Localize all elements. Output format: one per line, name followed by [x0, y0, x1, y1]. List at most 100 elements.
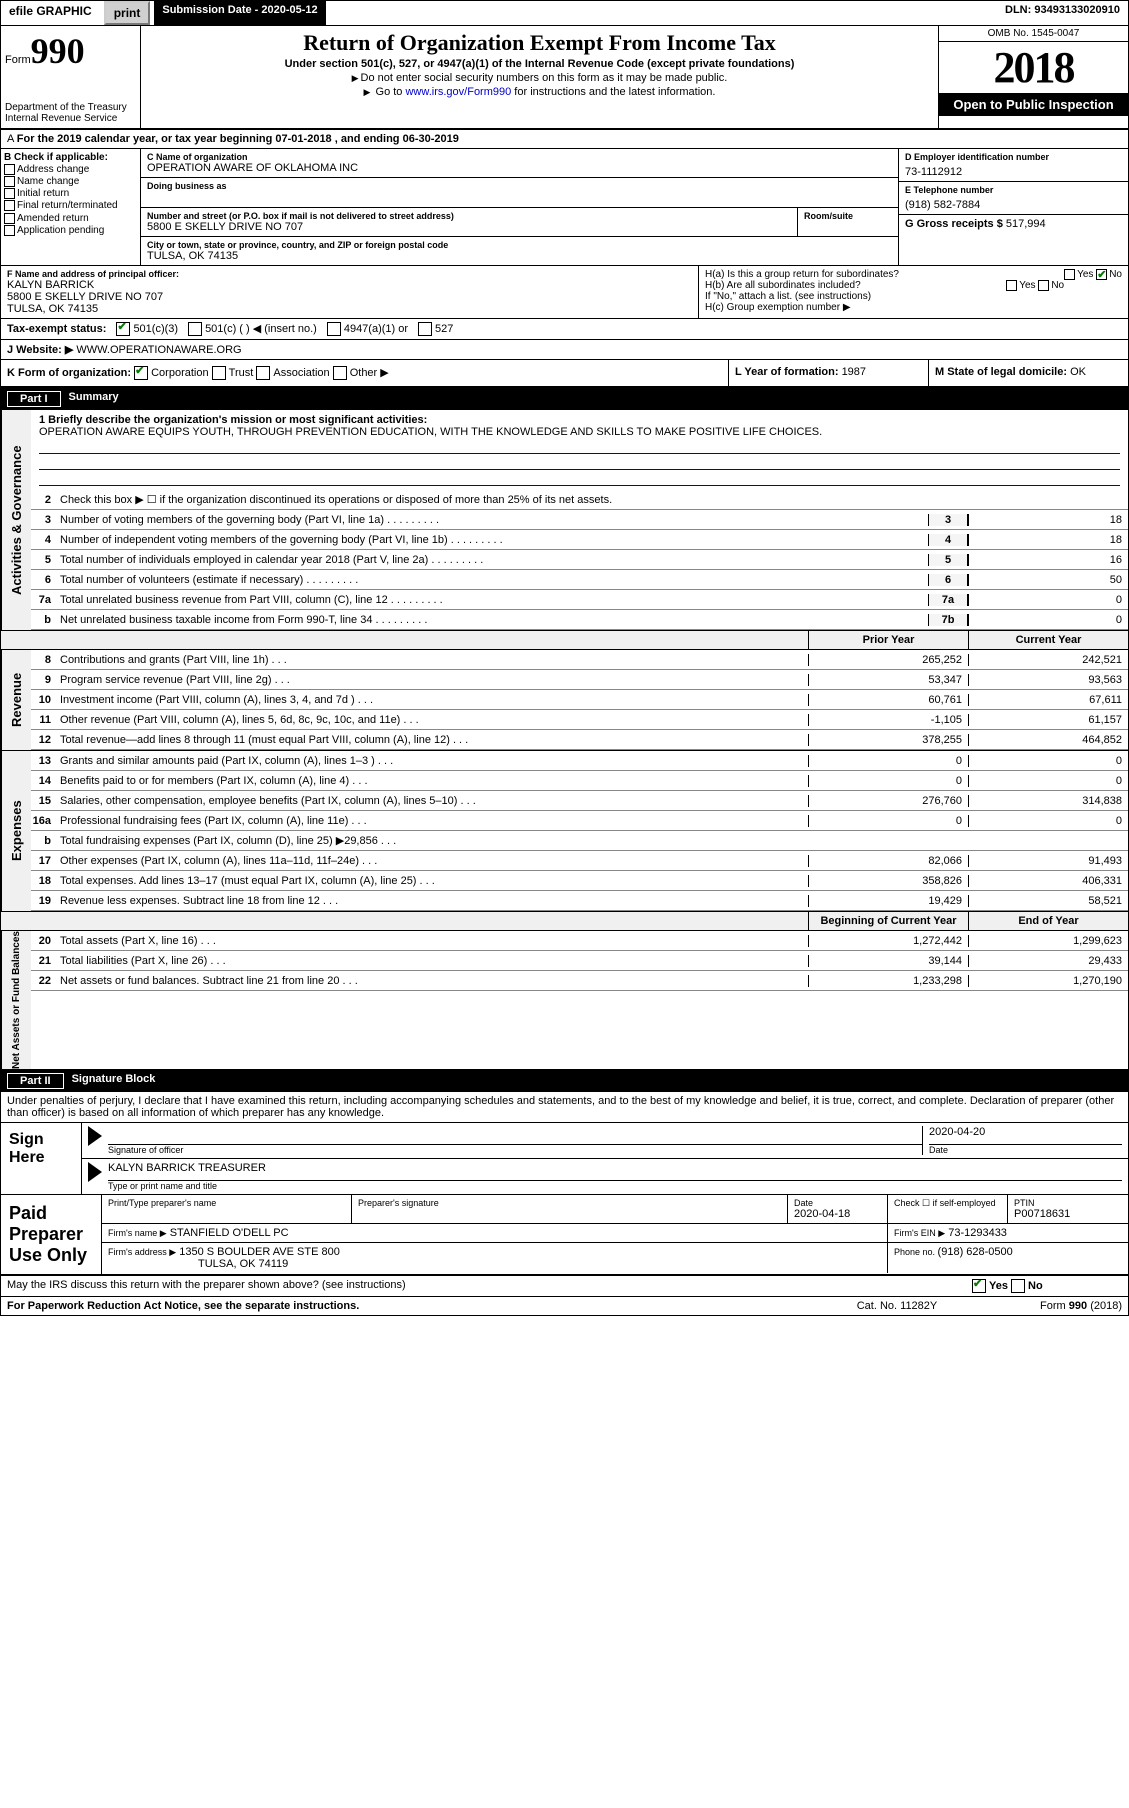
sign-arrow-icon-2 — [88, 1162, 102, 1182]
org-city: TULSA, OK 74135 — [147, 250, 892, 262]
c-name-label: C Name of organization — [147, 152, 892, 162]
page-footer: For Paperwork Reduction Act Notice, see … — [1, 1296, 1128, 1315]
submission-date: Submission Date - 2020-05-12 — [154, 1, 325, 25]
paperwork-notice: For Paperwork Reduction Act Notice, see … — [7, 1300, 822, 1312]
line-2: Check this box ▶ ☐ if the organization d… — [56, 491, 1128, 508]
part-2-header: Part IISignature Block — [1, 1070, 1128, 1092]
instruct-1: Do not enter social security numbers on … — [145, 72, 934, 84]
dept-label: Department of the Treasury Internal Reve… — [5, 102, 136, 124]
table-row: bNet unrelated business taxable income f… — [31, 610, 1128, 630]
gross-receipts: G Gross receipts $ 517,994 — [899, 215, 1128, 233]
table-row: 16aProfessional fundraising fees (Part I… — [31, 811, 1128, 831]
table-row: 21Total liabilities (Part X, line 26) . … — [31, 951, 1128, 971]
officer-addr1: 5800 E SKELLY DRIVE NO 707 — [7, 291, 692, 303]
officer-name: KALYN BARRICK — [7, 279, 692, 291]
dba-label: Doing business as — [147, 181, 892, 191]
form-990-container: efile GRAPHIC print Submission Date - 20… — [0, 0, 1129, 1316]
room-label: Room/suite — [804, 211, 892, 221]
omb-number: OMB No. 1545-0047 — [939, 26, 1128, 42]
check-name-change[interactable]: Name change — [4, 176, 137, 187]
print-button[interactable]: print — [104, 1, 151, 25]
tax-year: 2018 — [939, 42, 1128, 93]
col-current-year: Current Year — [968, 631, 1128, 649]
preparer-block: Paid Preparer Use Only Print/Type prepar… — [1, 1195, 1128, 1275]
penalty-statement: Under penalties of perjury, I declare th… — [1, 1092, 1128, 1123]
sign-arrow-icon — [88, 1126, 102, 1146]
table-row: 22Net assets or fund balances. Subtract … — [31, 971, 1128, 991]
officer-name-title: KALYN BARRICK TREASURER — [108, 1162, 1122, 1180]
discuss-row: May the IRS discuss this return with the… — [1, 1275, 1128, 1296]
status-501c3[interactable]: 501(c)(3) — [116, 322, 178, 336]
website-row: J Website: ▶ WWW.OPERATIONAWARE.ORG — [1, 340, 1128, 360]
sig-date: 2020-04-20 — [929, 1126, 1122, 1144]
col-end-year: End of Year — [968, 912, 1128, 930]
status-527[interactable]: 527 — [418, 322, 453, 336]
table-row: 14Benefits paid to or for members (Part … — [31, 771, 1128, 791]
mission-text: OPERATION AWARE EQUIPS YOUTH, THROUGH PR… — [39, 426, 1120, 438]
status-label: Tax-exempt status: — [7, 323, 106, 335]
vert-expenses: Expenses — [1, 751, 31, 911]
table-row: 13Grants and similar amounts paid (Part … — [31, 751, 1128, 771]
form-number: 990 — [31, 31, 85, 71]
f-label: F Name and address of principal officer: — [7, 269, 692, 279]
table-row: 8Contributions and grants (Part VIII, li… — [31, 650, 1128, 670]
form-header: Form990 Department of the Treasury Inter… — [1, 26, 1128, 130]
check-initial-return[interactable]: Initial return — [4, 188, 137, 199]
inspection-notice: Open to Public Inspection — [939, 93, 1128, 116]
vert-revenue: Revenue — [1, 650, 31, 750]
table-row: 9Program service revenue (Part VIII, lin… — [31, 670, 1128, 690]
table-row: 7aTotal unrelated business revenue from … — [31, 590, 1128, 610]
status-4947[interactable]: 4947(a)(1) or — [327, 322, 408, 336]
vert-netassets: Net Assets or Fund Balances — [1, 931, 31, 1069]
form-label: Form — [5, 54, 31, 66]
table-row: 17Other expenses (Part IX, column (A), l… — [31, 851, 1128, 871]
hc-row: H(c) Group exemption number ▶ — [705, 302, 1122, 313]
check-address-change[interactable]: Address change — [4, 164, 137, 175]
dln: DLN: 93493133020910 — [997, 1, 1128, 25]
row-k: K Form of organization: Corporation Trus… — [1, 360, 1128, 388]
ein-label: D Employer identification number — [905, 152, 1122, 162]
check-amended-return[interactable]: Amended return — [4, 213, 137, 224]
tax-period: A For the 2019 calendar year, or tax yea… — [1, 130, 1128, 149]
form-title: Return of Organization Exempt From Incom… — [145, 30, 934, 56]
preparer-label: Paid Preparer Use Only — [1, 1195, 101, 1274]
check-application-pending[interactable]: Application pending — [4, 225, 137, 236]
org-name: OPERATION AWARE OF OKLAHOMA INC — [147, 162, 892, 174]
part-1-header: Part ISummary — [1, 388, 1128, 410]
mission-section: 1 Briefly describe the organization's mi… — [31, 410, 1128, 490]
col-prior-year: Prior Year — [808, 631, 968, 649]
tel-value: (918) 582-7884 — [905, 199, 1122, 211]
tax-status-row: Tax-exempt status: 501(c)(3) 501(c) ( ) … — [1, 319, 1128, 340]
table-row: 18Total expenses. Add lines 13–17 (must … — [31, 871, 1128, 891]
table-row: 6Total number of volunteers (estimate if… — [31, 570, 1128, 590]
row-f-h: F Name and address of principal officer:… — [1, 266, 1128, 319]
col-begin-year: Beginning of Current Year — [808, 912, 968, 930]
table-row: 15Salaries, other compensation, employee… — [31, 791, 1128, 811]
sign-here-label: Sign Here — [1, 1123, 81, 1194]
form-subtitle: Under section 501(c), 527, or 4947(a)(1)… — [145, 58, 934, 70]
hb-row: H(b) Are all subordinates included? Yes … — [705, 280, 1122, 291]
check-final-return[interactable]: Final return/terminated — [4, 200, 137, 211]
table-row: 19Revenue less expenses. Subtract line 1… — [31, 891, 1128, 911]
addr-label: Number and street (or P.O. box if mail i… — [147, 211, 791, 221]
hb-note: If "No," attach a list. (see instruction… — [705, 291, 1122, 302]
section-b-d: B Check if applicable: Address change Na… — [1, 149, 1128, 266]
efile-label: efile GRAPHIC — [1, 1, 100, 25]
form990-link[interactable]: www.irs.gov/Form990 — [405, 86, 511, 98]
table-row: 12Total revenue—add lines 8 through 11 (… — [31, 730, 1128, 750]
website-url[interactable]: WWW.OPERATIONAWARE.ORG — [76, 344, 241, 356]
table-row: 20Total assets (Part X, line 16) . . .1,… — [31, 931, 1128, 951]
vert-activities: Activities & Governance — [1, 410, 31, 630]
table-row: 4Number of independent voting members of… — [31, 530, 1128, 550]
org-address: 5800 E SKELLY DRIVE NO 707 — [147, 221, 791, 233]
instruct-2: Go to www.irs.gov/Form990 for instructio… — [145, 86, 934, 98]
topbar: efile GRAPHIC print Submission Date - 20… — [1, 1, 1128, 26]
ein-value: 73-1112912 — [905, 166, 1122, 178]
table-row: 11Other revenue (Part VIII, column (A), … — [31, 710, 1128, 730]
cat-no: Cat. No. 11282Y — [822, 1300, 972, 1312]
status-501c[interactable]: 501(c) ( ) ◀ (insert no.) — [188, 322, 317, 336]
sig-officer-label: Signature of officer — [108, 1144, 922, 1155]
ha-row: H(a) Is this a group return for subordin… — [705, 269, 1122, 280]
table-row: 10Investment income (Part VIII, column (… — [31, 690, 1128, 710]
table-row: 3Number of voting members of the governi… — [31, 510, 1128, 530]
